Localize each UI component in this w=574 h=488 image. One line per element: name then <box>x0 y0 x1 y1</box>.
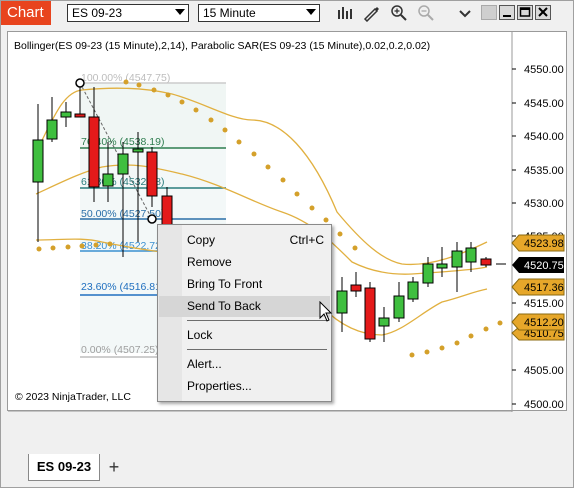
price-marker-label: 4517.36 <box>524 282 564 294</box>
chevron-down-icon <box>175 9 185 15</box>
maximize-button[interactable] <box>517 5 533 20</box>
parabolic-sar-dots <box>36 79 503 358</box>
menu-item-label: Send To Back <box>187 299 261 313</box>
price-marker-bollinger-upper <box>511 234 565 252</box>
drawing-tool-icon[interactable] <box>362 4 380 22</box>
tab-bar: ES 09-23 + <box>1 451 573 487</box>
menu-item-label: Bring To Front <box>187 277 263 291</box>
menu-item-properties[interactable]: Properties... <box>159 376 330 397</box>
context-menu: Copy Ctrl+C Remove Bring To Front Send T… <box>157 224 332 402</box>
chart-title: Chart <box>1 1 51 25</box>
menu-item-label: Copy <box>187 233 216 247</box>
price-label: 4540.00 <box>524 131 564 143</box>
instrument-tab[interactable]: ES 09-23 <box>28 454 100 481</box>
price-marker-last <box>512 257 564 273</box>
minimize-button[interactable] <box>499 5 515 20</box>
close-button[interactable] <box>535 5 551 20</box>
instrument-value: ES 09-23 <box>72 6 123 20</box>
chevron-down-icon <box>306 9 316 15</box>
menu-item-alert[interactable]: Alert... <box>159 354 330 375</box>
instrument-selector[interactable]: ES 09-23 <box>67 4 189 22</box>
price-label: 4505.00 <box>524 365 564 377</box>
price-marker-label: 4520.75 <box>524 260 564 272</box>
menu-item-label: Remove <box>187 255 232 269</box>
price-marker-sar <box>511 313 565 331</box>
fib-label-23: 23.60% (4516.81) <box>81 281 164 293</box>
mouse-cursor-icon <box>319 301 333 322</box>
add-tab-button[interactable]: + <box>108 457 120 477</box>
menu-separator <box>187 349 327 350</box>
bar-type-icon[interactable] <box>335 4 353 22</box>
price-marker-label: 4512.20 <box>524 317 564 329</box>
menu-item-bring-to-front[interactable]: Bring To Front <box>159 274 330 295</box>
minimize-icon <box>503 15 511 17</box>
menu-item-label: Alert... <box>187 357 222 371</box>
fib-anchor-bottom[interactable] <box>147 214 157 224</box>
interval-selector[interactable]: 15 Minute <box>198 4 320 22</box>
toolbar: Chart ES 09-23 15 Minute <box>1 1 573 25</box>
menu-item-label: Properties... <box>187 379 252 393</box>
menu-item-lock[interactable]: Lock <box>159 325 330 346</box>
candles <box>32 84 173 257</box>
more-menu-icon[interactable] <box>456 4 474 22</box>
close-icon <box>538 7 548 17</box>
price-label: 4535.00 <box>524 165 564 177</box>
indicator-label: Bollinger(ES 09-23 (15 Minute),2,14), Pa… <box>14 40 430 52</box>
price-label: 4500.00 <box>524 399 564 411</box>
menu-item-send-to-back[interactable]: Send To Back <box>159 296 330 317</box>
menu-separator <box>187 320 327 321</box>
zoom-in-icon[interactable] <box>390 4 408 22</box>
copyright-text: © 2023 NinjaTrader, LLC <box>15 391 131 403</box>
menu-item-label: Lock <box>187 328 213 342</box>
price-label: 4545.00 <box>524 98 564 110</box>
zoom-out-icon[interactable] <box>417 4 435 22</box>
maximize-icon <box>519 7 531 17</box>
fib-label-100: 100.00% (4547.75) <box>81 72 170 84</box>
bollinger-middle <box>35 164 488 275</box>
price-label: 4550.00 <box>524 64 564 76</box>
fib-label-0: 0.00% (4507.25) <box>81 344 159 356</box>
fib-trendline <box>79 82 153 220</box>
candles-right <box>336 242 506 342</box>
price-label: 4515.00 <box>524 298 564 310</box>
price-label: 4530.00 <box>524 198 564 210</box>
menu-item-remove[interactable]: Remove <box>159 252 330 273</box>
menu-item-shortcut: Ctrl+C <box>289 233 324 247</box>
price-marker-label: 4510.75 <box>524 328 564 340</box>
interval-value: 15 Minute <box>203 6 256 20</box>
bollinger-upper <box>35 87 488 266</box>
price-marker-label: 4523.98 <box>524 238 564 250</box>
menu-item-copy[interactable]: Copy Ctrl+C <box>159 230 330 251</box>
restore-icon[interactable] <box>481 5 497 20</box>
fib-anchor-top[interactable] <box>75 78 85 88</box>
price-marker-bollinger-middle <box>511 278 565 296</box>
